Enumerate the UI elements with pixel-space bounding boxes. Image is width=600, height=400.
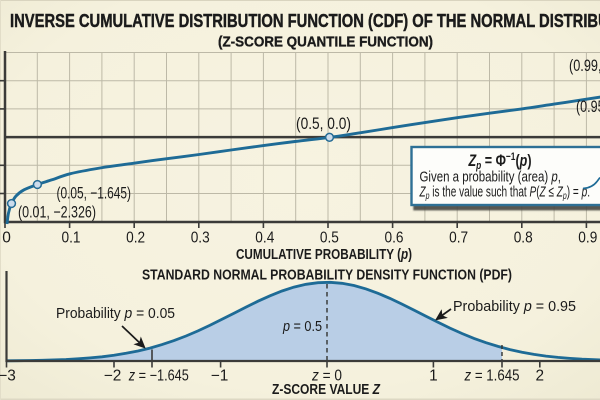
svg-text:Probability p = 0.95: Probability p = 0.95	[453, 298, 576, 315]
svg-text:Probability p = 0.05: Probability p = 0.05	[56, 305, 175, 322]
svg-text:Zp is the value such that P(Z: Zp is the value such that P(Z ≤ Zp) = p.	[419, 184, 590, 203]
svg-text:STANDARD NORMAL PROBABILITY DE: STANDARD NORMAL PROBABILITY DENSITY FUNC…	[142, 266, 512, 283]
svg-text:0.2: 0.2	[126, 229, 145, 246]
svg-text:−2: −2	[104, 368, 122, 385]
svg-text:−1: −1	[211, 368, 229, 385]
svg-text:(0.01, −2.326): (0.01, −2.326)	[18, 204, 96, 222]
svg-text:0.9: 0.9	[578, 229, 597, 246]
svg-text:0: 0	[2, 229, 11, 246]
svg-text:z = 1.645: z = 1.645	[464, 368, 520, 385]
svg-text:Z-SCORE VALUE Z: Z-SCORE VALUE Z	[272, 381, 381, 398]
svg-text:(0.95, 1.645): (0.95, 1.645)	[576, 98, 600, 116]
svg-text:0.7: 0.7	[449, 229, 468, 246]
svg-text:0.5: 0.5	[320, 229, 339, 246]
svg-text:(0.99, 2.326): (0.99, 2.326)	[569, 57, 600, 75]
svg-text:0.8: 0.8	[514, 229, 533, 246]
svg-text:1: 1	[429, 368, 438, 385]
svg-text:(0.05, −1.645): (0.05, −1.645)	[57, 184, 132, 202]
svg-text:0.4: 0.4	[255, 229, 274, 246]
svg-text:z = −1.645: z = −1.645	[128, 368, 189, 385]
svg-text:0.6: 0.6	[385, 229, 404, 246]
svg-text:−3: −3	[0, 368, 16, 385]
svg-text:z = 0: z = 0	[311, 368, 342, 385]
svg-text:Given a probability (area) p,: Given a probability (area) p,	[420, 169, 562, 186]
svg-text:(0.5, 0.0): (0.5, 0.0)	[296, 115, 351, 133]
svg-text:0.3: 0.3	[191, 229, 210, 246]
svg-text:INVERSE CUMULATIVE DISTRIBUTIO: INVERSE CUMULATIVE DISTRIBUTION FUNCTION…	[10, 11, 600, 31]
svg-text:Zp = Φ−1(p): Zp = Φ−1(p)	[468, 151, 532, 172]
svg-text:(Z-SCORE QUANTILE FUNCTION): (Z-SCORE QUANTILE FUNCTION)	[218, 35, 433, 51]
svg-text:2: 2	[536, 368, 545, 385]
svg-text:p = 0.5: p = 0.5	[282, 318, 322, 335]
svg-text:CUMULATIVE PROBABILITY (p): CUMULATIVE PROBABILITY (p)	[236, 246, 412, 263]
svg-text:0.1: 0.1	[62, 229, 81, 246]
